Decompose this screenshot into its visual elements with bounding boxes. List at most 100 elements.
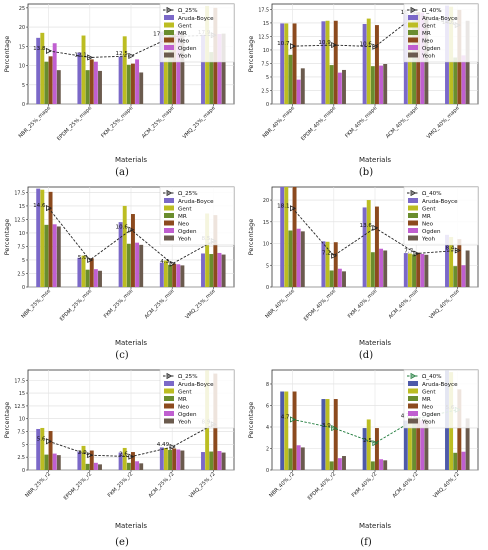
x-axis-label: Materials: [115, 522, 147, 530]
legend-swatch: [164, 220, 174, 226]
bar-gent: [40, 32, 45, 104]
y-tick-label: 10: [263, 48, 269, 54]
bar-ogden: [461, 55, 466, 104]
x-tick-label: VMQ_25%_mape: [182, 105, 217, 140]
chart-panel-c: 02.557.51012.51517.514.65.010.64.38.5NBR…: [3, 186, 235, 361]
legend-label: MR: [422, 397, 431, 403]
x-tick-label: NBR_40%_mse: [264, 288, 296, 320]
bar-mr: [288, 230, 293, 287]
legend-label: Aruda-Boyce: [422, 199, 458, 205]
legend-label: MR: [422, 214, 431, 220]
legend-swatch: [164, 30, 174, 35]
x-axis-label: Materials: [359, 156, 391, 164]
bar-yeoh: [383, 460, 388, 470]
bar-aruda-boyce: [362, 24, 367, 104]
data-label: 7.7: [404, 249, 413, 255]
y-tick-label: 2: [266, 446, 269, 452]
y-tick-label: 5: [22, 258, 25, 264]
bar-gent: [163, 32, 168, 104]
bar-yeoh: [383, 250, 388, 287]
line-marker: [331, 42, 338, 49]
bar-aruda-boyce: [403, 420, 408, 470]
y-tick-label: 8: [266, 382, 269, 388]
legend-swatch: [164, 381, 174, 386]
legend-label: Gent: [178, 23, 192, 29]
bar-neo: [333, 20, 338, 104]
bar-aruda-boyce: [36, 428, 41, 470]
bar-neo: [375, 206, 379, 287]
legend-line-marker: [410, 6, 417, 14]
legend-label: Neo: [178, 404, 190, 410]
data-label: 8.4: [445, 245, 454, 251]
data-label: 10.7: [277, 41, 290, 47]
legend-label: Neo: [422, 221, 434, 227]
legend-label: Gent: [422, 23, 436, 29]
bar-ogden: [461, 265, 466, 287]
line-marker: [46, 205, 53, 212]
legend-swatch: [164, 15, 174, 20]
legend-swatch: [164, 418, 174, 424]
legend-label: Ω_40%: [422, 191, 442, 197]
bar-gent: [407, 417, 412, 470]
y-tick-label: 12.5: [14, 404, 25, 410]
bar-ogden: [379, 459, 384, 470]
bar-mr: [209, 254, 214, 287]
bar-mr: [370, 461, 375, 470]
legend-swatch: [164, 45, 174, 50]
y-tick-label: 5: [266, 263, 269, 269]
bar-neo: [213, 215, 218, 287]
data-label: 4.7: [281, 414, 290, 420]
data-label: 3.9: [322, 423, 331, 429]
bar-yeoh: [180, 265, 185, 287]
bar-neo: [375, 428, 379, 470]
x-tick-label: EPDM_25%_mse: [59, 288, 93, 322]
bar-aruda-boyce: [403, 253, 408, 287]
y-tick-label: 17.5: [14, 378, 25, 384]
y-tick-label: 15: [19, 44, 25, 50]
bar-aruda-boyce: [159, 31, 164, 105]
bar-gent: [325, 241, 330, 287]
legend-swatch: [408, 220, 418, 226]
bar-neo: [375, 25, 379, 104]
legend-label: Ω_25%: [178, 374, 198, 380]
bar-yeoh: [139, 244, 144, 287]
line-marker: [87, 452, 94, 459]
y-tick-label: 2.5: [17, 271, 25, 277]
y-tick-label: 12.5: [258, 34, 269, 40]
line-marker: [46, 438, 53, 445]
y-axis-label: Percentage: [3, 36, 11, 73]
bar-gent: [122, 205, 127, 287]
bar-neo: [172, 263, 177, 287]
legend-swatch: [164, 37, 174, 43]
legend-swatch: [164, 411, 174, 416]
data-label: 2.6: [119, 452, 128, 458]
series-line-omega: [48, 423, 214, 458]
x-tick-label: EPDM_40%_mape: [300, 105, 337, 142]
bar-mr: [288, 448, 293, 470]
data-label: 5.6: [37, 436, 46, 442]
x-tick-label: ACM_25%_mape: [141, 105, 176, 140]
bar-neo: [131, 452, 135, 470]
legend-swatch: [408, 381, 418, 386]
bar-ogden: [337, 458, 342, 470]
line-marker: [290, 416, 297, 423]
legend-label: MR: [422, 31, 431, 37]
x-tick-label: VMQ_40%_mse: [428, 288, 460, 320]
data-label: 10.9: [318, 40, 331, 46]
legend-label: Aruda-Boyce: [178, 16, 214, 22]
y-axis-label: Percentage: [247, 219, 255, 256]
line-marker: [413, 250, 420, 257]
panel-caption: (c): [115, 350, 129, 361]
legend-line-marker: [410, 189, 417, 197]
x-axis-label: Materials: [115, 156, 147, 164]
bar-aruda-boyce: [77, 451, 82, 470]
bar-gent: [366, 18, 371, 104]
bar-aruda-boyce: [77, 257, 82, 287]
bar-neo: [457, 239, 462, 287]
x-tick-label: ACM_40%_mape: [385, 105, 420, 140]
x-axis-label: Materials: [359, 522, 391, 530]
y-tick-label: 0: [266, 468, 269, 474]
bar-mr: [329, 65, 334, 104]
bar-gent: [366, 419, 371, 470]
legend-swatch: [408, 15, 418, 20]
